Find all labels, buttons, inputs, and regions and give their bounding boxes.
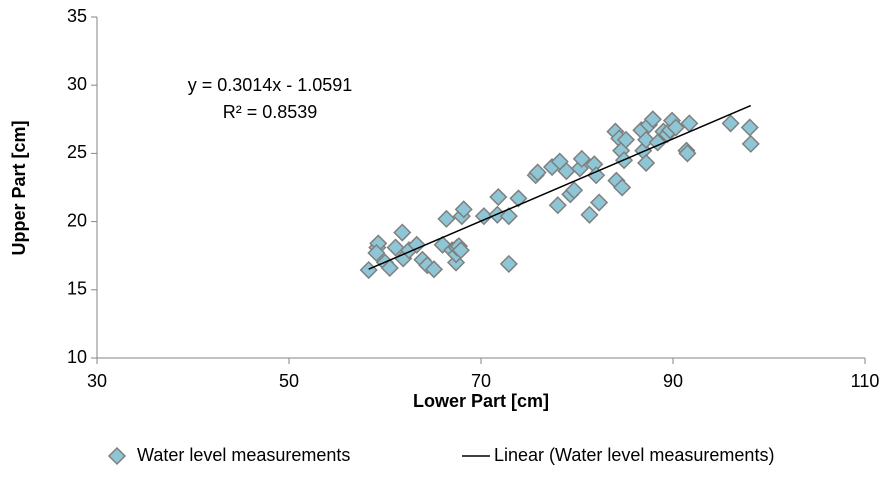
y-tick-label: 35 [67,6,87,26]
point [437,209,456,228]
point [489,187,508,207]
legend-marker [107,446,127,466]
legend-label: Water level measurements [137,445,350,465]
point [386,238,405,257]
point [528,163,547,182]
trend-equation: y = 0.3014x - 1.0591 [188,75,353,95]
y-tick-label: 10 [67,347,87,367]
point [643,110,662,129]
point [407,235,426,254]
point [590,193,609,212]
legend-label: Linear (Water level measurements) [494,445,774,465]
point [499,254,518,273]
point [741,134,760,153]
point [580,205,599,224]
y-tick-label: 30 [67,74,87,94]
point [509,189,528,208]
point [359,260,378,280]
point [474,207,493,226]
point [678,144,697,163]
point [616,130,636,149]
point [499,207,518,226]
point [740,118,759,137]
trend-r-squared: R² = 0.8539 [223,102,318,122]
point [548,196,567,215]
y-tick-label: 25 [67,142,87,162]
point [637,153,656,173]
x-tick-label: 50 [279,371,299,391]
point [454,200,473,219]
x-axis-label: Lower Part [cm] [413,391,549,411]
y-tick-label: 15 [67,279,87,299]
point [666,118,685,137]
y-axis-label: Upper Part [cm] [9,120,29,255]
point [380,258,399,278]
point [451,241,470,260]
y-tick-label: 20 [67,210,87,230]
x-tick-label: 110 [851,371,880,391]
point [367,243,386,263]
point [587,166,606,185]
x-tick-label: 90 [663,371,683,391]
trendline [368,104,752,270]
point [572,149,591,168]
point [721,114,740,133]
x-tick-label: 30 [87,371,107,391]
point [565,181,584,200]
x-tick-label: 70 [471,371,491,391]
point [424,260,444,279]
point [613,178,632,197]
point [393,223,412,242]
